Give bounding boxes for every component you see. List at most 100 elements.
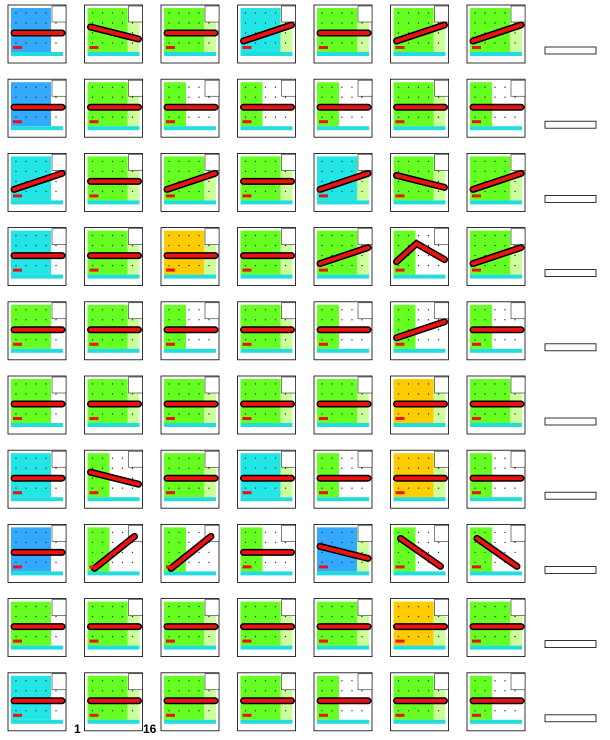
grid-dot — [198, 319, 200, 321]
grid-dot — [321, 383, 323, 385]
grid-dot — [25, 457, 27, 459]
grid-dot — [474, 551, 476, 554]
grid-dot — [198, 383, 200, 385]
grid-dot — [91, 32, 94, 34]
grid-dot — [504, 160, 506, 163]
grid-dot — [484, 531, 486, 534]
grid-dot — [341, 264, 343, 267]
grid-dot — [198, 487, 200, 489]
grid-dot — [417, 42, 420, 44]
thumbnail — [84, 672, 143, 732]
grid-dot — [504, 551, 506, 554]
grid-dot — [427, 264, 430, 267]
red-marker — [166, 268, 175, 272]
thumbnail — [7, 301, 67, 361]
grid-dot — [35, 413, 37, 415]
grid-dot — [427, 680, 430, 682]
grid-dot — [417, 254, 420, 257]
grid-dot — [264, 393, 267, 395]
grid-dot — [514, 264, 516, 267]
thumbnail — [390, 598, 449, 657]
grid-dot — [504, 690, 506, 692]
grid-dot — [494, 467, 496, 469]
grid-dot — [111, 42, 114, 44]
grid-dot — [341, 531, 343, 534]
grid-dot — [15, 383, 17, 385]
grid-dot — [188, 116, 190, 118]
trend-line — [12, 171, 64, 192]
red-marker — [89, 639, 99, 643]
legend-box — [357, 673, 373, 691]
grid-dot — [244, 116, 247, 118]
grid-dot — [45, 160, 47, 163]
grid-dot — [111, 264, 114, 267]
grid-dot — [417, 170, 420, 173]
thumbnail — [390, 672, 449, 732]
thumbnail — [7, 4, 67, 64]
grid-dot — [178, 690, 180, 692]
grid-dot — [417, 319, 420, 321]
grid-dot — [321, 561, 323, 564]
red-marker — [166, 417, 175, 420]
grid-dot — [111, 605, 114, 608]
grid-dot — [494, 116, 496, 118]
grid-dot — [198, 561, 200, 564]
grid-dot — [494, 309, 496, 311]
grid-dot — [244, 319, 247, 321]
grid-dot — [188, 319, 190, 321]
grid-dot — [504, 467, 506, 469]
grid-dot — [244, 615, 247, 618]
grid-dot — [427, 393, 430, 395]
grid-dot — [188, 413, 190, 415]
thumbnail — [313, 598, 373, 657]
thumbnail — [390, 524, 449, 583]
strip — [393, 126, 446, 131]
grid-dot — [351, 309, 353, 311]
grid-dot — [361, 551, 363, 554]
grid-dot — [474, 531, 476, 534]
strip — [317, 645, 369, 650]
grid-dot — [25, 190, 27, 193]
thumbnail — [7, 375, 67, 435]
grid-dot — [168, 690, 170, 692]
grid-dot — [351, 383, 353, 385]
grid-dot — [274, 42, 277, 44]
grid-dot — [121, 12, 124, 14]
grid-dot — [168, 12, 170, 14]
grid-dot — [341, 96, 343, 98]
grid-dot — [208, 319, 210, 321]
grid-dot — [254, 710, 257, 712]
grid-dot — [341, 116, 343, 118]
grid-dot — [514, 551, 516, 554]
red-marker — [242, 713, 252, 717]
grid-dot — [361, 413, 363, 415]
grid-dot — [45, 457, 47, 459]
thumbnail — [390, 78, 449, 138]
strip — [470, 497, 522, 502]
grid-dot — [45, 22, 47, 24]
grid-dot — [474, 22, 476, 24]
red-marker — [319, 194, 328, 198]
trend-line — [88, 470, 141, 487]
grid-dot — [15, 541, 17, 544]
legend-box — [128, 228, 143, 245]
grid-dot — [341, 487, 343, 489]
grid-dot — [188, 12, 190, 14]
grid-dot — [331, 561, 333, 564]
thumbnail — [390, 449, 449, 509]
grid-dot — [331, 690, 333, 692]
grid-dot — [504, 309, 506, 311]
grid-dot — [25, 309, 27, 311]
grid-dot — [417, 413, 420, 415]
grid-dot — [15, 710, 17, 712]
grid-dot — [351, 680, 353, 682]
grid-dot — [111, 244, 114, 247]
grid-dot — [131, 393, 134, 395]
grid-dot — [208, 615, 210, 618]
grid-dot — [321, 170, 323, 173]
grid-dot — [351, 690, 353, 692]
grid-dot — [55, 22, 57, 24]
grid-dot — [15, 42, 17, 44]
grid-dot — [91, 710, 94, 712]
